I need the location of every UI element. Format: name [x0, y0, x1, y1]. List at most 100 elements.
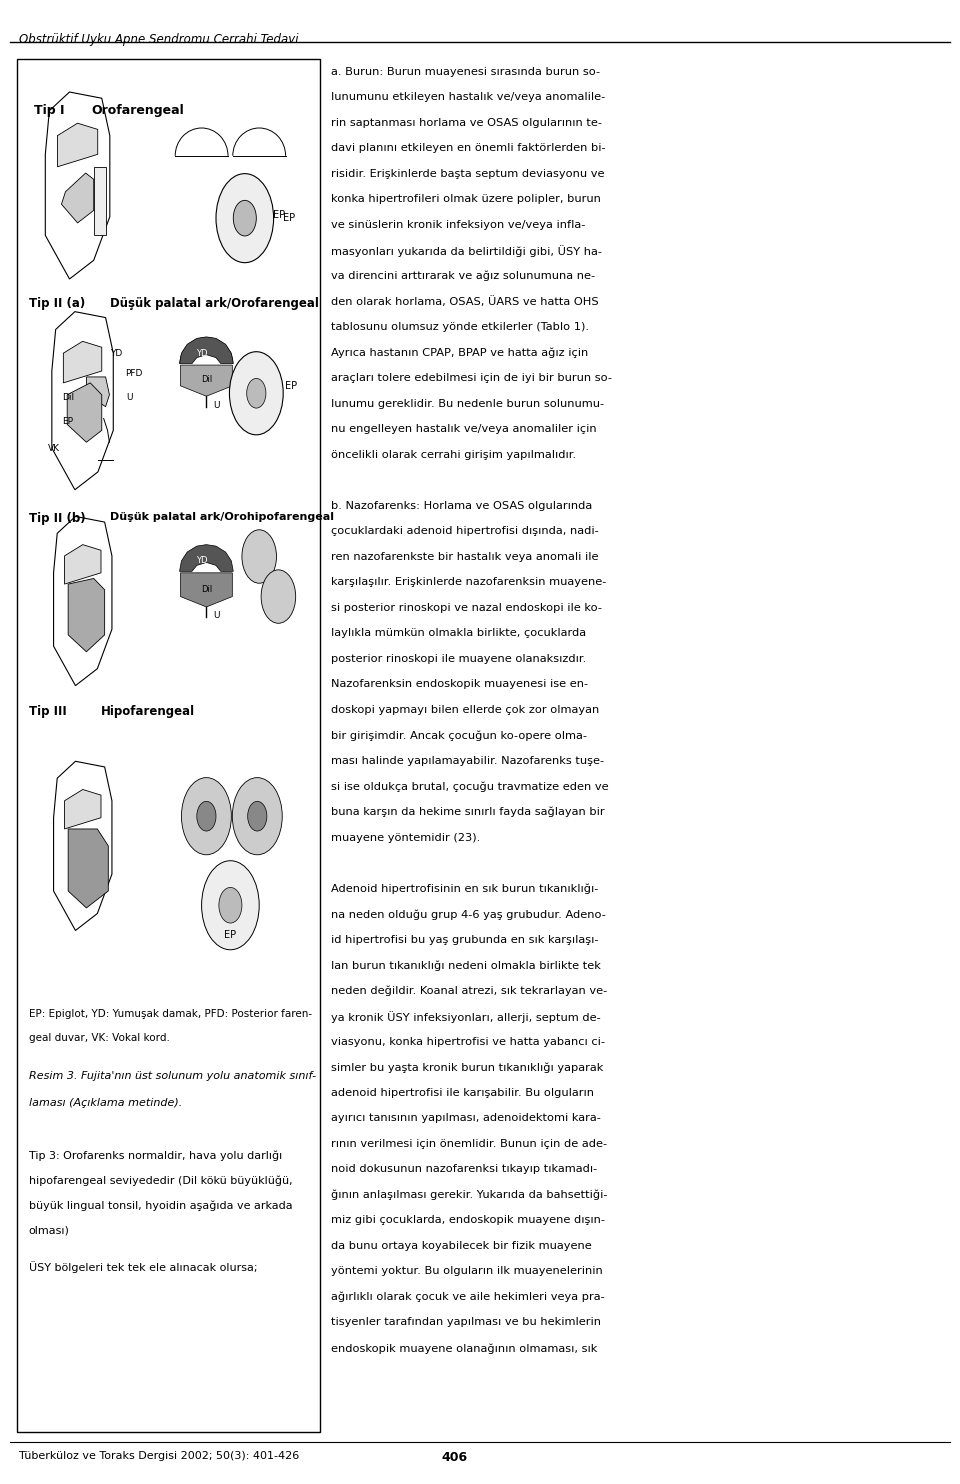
Text: EP: EP: [283, 214, 296, 223]
Circle shape: [197, 801, 216, 831]
Text: olması): olması): [29, 1226, 70, 1236]
Text: EP: EP: [273, 211, 285, 220]
Text: Orofarengeal: Orofarengeal: [91, 104, 184, 117]
Text: Dil: Dil: [62, 393, 75, 402]
Polygon shape: [94, 166, 106, 236]
Text: den olarak horlama, OSAS, ÜARS ve hatta OHS: den olarak horlama, OSAS, ÜARS ve hatta …: [331, 297, 599, 307]
Polygon shape: [180, 545, 233, 571]
Text: viasyonu, konka hipertrofisi ve hatta yabancı ci-: viasyonu, konka hipertrofisi ve hatta ya…: [331, 1037, 605, 1046]
Text: 406: 406: [442, 1451, 468, 1465]
Text: U: U: [213, 611, 220, 620]
Text: Düşük palatal ark/Orohipofarengeal: Düşük palatal ark/Orohipofarengeal: [110, 512, 334, 522]
Text: tisyenler tarafından yapılması ve bu hekimlerin: tisyenler tarafından yapılması ve bu hek…: [331, 1318, 601, 1328]
Polygon shape: [64, 545, 101, 585]
Polygon shape: [67, 383, 102, 442]
Text: EP: Epiglot, YD: Yumuşak damak, PFD: Posterior faren-: EP: Epiglot, YD: Yumuşak damak, PFD: Pos…: [29, 1009, 312, 1020]
Text: Tüberküloz ve Toraks Dergisi 2002; 50(3): 401-426: Tüberküloz ve Toraks Dergisi 2002; 50(3)…: [19, 1451, 300, 1462]
Text: laylıkla mümkün olmakla birlikte, çocuklarda: laylıkla mümkün olmakla birlikte, çocukl…: [331, 628, 587, 638]
Text: ğının anlaşılması gerekir. Yukarıda da bahsettiği-: ğının anlaşılması gerekir. Yukarıda da b…: [331, 1190, 608, 1201]
Text: çocuklardaki adenoid hipertrofisi dışında, nadi-: çocuklardaki adenoid hipertrofisi dışınd…: [331, 527, 599, 536]
Text: ÜSY bölgeleri tek tek ele alınacak olursa;: ÜSY bölgeleri tek tek ele alınacak olurs…: [29, 1261, 257, 1273]
Text: tablosunu olumsuz yönde etkilerler (Tablo 1).: tablosunu olumsuz yönde etkilerler (Tabl…: [331, 322, 589, 332]
Text: va direncini arttırarak ve ağız solunumuna ne-: va direncini arttırarak ve ağız solunumu…: [331, 272, 595, 282]
Text: geal duvar, VK: Vokal kord.: geal duvar, VK: Vokal kord.: [29, 1033, 170, 1043]
Text: a. Burun: Burun muayenesi sırasında burun so-: a. Burun: Burun muayenesi sırasında buru…: [331, 67, 600, 77]
Text: davi planını etkileyen en önemli faktörlerden bi-: davi planını etkileyen en önemli faktörl…: [331, 144, 606, 153]
Polygon shape: [180, 365, 232, 396]
Text: ağırlıklı olarak çocuk ve aile hekimleri veya pra-: ağırlıklı olarak çocuk ve aile hekimleri…: [331, 1293, 605, 1303]
Polygon shape: [63, 341, 102, 383]
Text: Düşük palatal ark/Orofarengeal: Düşük palatal ark/Orofarengeal: [110, 297, 320, 310]
Text: adenoid hipertrofisi ile karışabilir. Bu olguların: adenoid hipertrofisi ile karışabilir. Bu…: [331, 1088, 594, 1098]
Polygon shape: [64, 789, 101, 830]
Text: ya kronik ÜSY infeksiyonları, allerji, septum de-: ya kronik ÜSY infeksiyonları, allerji, s…: [331, 1011, 601, 1022]
Circle shape: [248, 801, 267, 831]
Text: Tip I: Tip I: [34, 104, 64, 117]
Text: nu engelleyen hastalık ve/veya anomaliler için: nu engelleyen hastalık ve/veya anomalile…: [331, 424, 597, 435]
Text: büyük lingual tonsil, hyoidin aşağıda ve arkada: büyük lingual tonsil, hyoidin aşağıda ve…: [29, 1201, 293, 1211]
Text: konka hipertrofileri olmak üzere polipler, burun: konka hipertrofileri olmak üzere poliple…: [331, 194, 601, 205]
Text: simler bu yaşta kronik burun tıkanıklığı yaparak: simler bu yaşta kronik burun tıkanıklığı…: [331, 1063, 604, 1073]
Text: laması (Açıklama metinde).: laması (Açıklama metinde).: [29, 1098, 182, 1109]
Text: da bunu ortaya koyabilecek bir fizik muayene: da bunu ortaya koyabilecek bir fizik mua…: [331, 1241, 592, 1251]
Text: ren nazofarenkste bir hastalık veya anomali ile: ren nazofarenkste bir hastalık veya anom…: [331, 552, 599, 562]
Text: Tip II (b): Tip II (b): [29, 512, 85, 525]
Text: EP: EP: [225, 930, 236, 941]
Polygon shape: [61, 174, 94, 223]
Text: si ise oldukça brutal, çocuğu travmatize eden ve: si ise oldukça brutal, çocuğu travmatize…: [331, 782, 609, 792]
Text: Hipofarengeal: Hipofarengeal: [101, 705, 195, 718]
Polygon shape: [68, 830, 108, 908]
Text: rının verilmesi için önemlidir. Bunun için de ade-: rının verilmesi için önemlidir. Bunun iç…: [331, 1138, 608, 1149]
Text: öncelikli olarak cerrahi girişim yapılmalıdır.: öncelikli olarak cerrahi girişim yapılma…: [331, 450, 576, 460]
Text: miz gibi çocuklarda, endoskopik muayene dışın-: miz gibi çocuklarda, endoskopik muayene …: [331, 1215, 605, 1226]
Text: Obstrüktif Uyku Apne Sendromu Cerrahi Tedavi: Obstrüktif Uyku Apne Sendromu Cerrahi Te…: [19, 33, 299, 46]
Text: rin saptanması horlama ve OSAS olgularının te-: rin saptanması horlama ve OSAS olguların…: [331, 117, 602, 128]
Text: EP: EP: [285, 381, 298, 390]
Polygon shape: [58, 123, 98, 166]
Text: noid dokusunun nazofarenksi tıkayıp tıkamadı-: noid dokusunun nazofarenksi tıkayıp tıka…: [331, 1165, 597, 1174]
Text: Dil: Dil: [201, 585, 212, 594]
Text: ması halinde yapılamayabilir. Nazofarenks tuşe-: ması halinde yapılamayabilir. Nazofarenk…: [331, 755, 605, 766]
Text: Resim 3. Fujita'nın üst solunum yolu anatomik sınıf-: Resim 3. Fujita'nın üst solunum yolu ana…: [29, 1071, 316, 1082]
Text: na neden olduğu grup 4-6 yaş grubudur. Adeno-: na neden olduğu grup 4-6 yaş grubudur. A…: [331, 910, 606, 920]
Text: buna karşın da hekime sınırlı fayda sağlayan bir: buna karşın da hekime sınırlı fayda sağl…: [331, 807, 605, 818]
Text: bir girişimdir. Ancak çocuğun ko-opere olma-: bir girişimdir. Ancak çocuğun ko-opere o…: [331, 730, 588, 741]
Text: lunumunu etkileyen hastalık ve/veya anomalile-: lunumunu etkileyen hastalık ve/veya anom…: [331, 92, 606, 102]
Circle shape: [181, 778, 231, 855]
Text: YD: YD: [196, 349, 207, 358]
Text: Adenoid hipertrofisinin en sık burun tıkanıklığı-: Adenoid hipertrofisinin en sık burun tık…: [331, 883, 599, 893]
Text: Tip III: Tip III: [29, 705, 66, 718]
Text: YD: YD: [110, 349, 123, 358]
Polygon shape: [180, 337, 233, 364]
Text: b. Nazofarenks: Horlama ve OSAS olgularında: b. Nazofarenks: Horlama ve OSAS olguları…: [331, 500, 592, 510]
Circle shape: [233, 200, 256, 236]
Text: muayene yöntemidir (23).: muayene yöntemidir (23).: [331, 833, 480, 843]
Polygon shape: [180, 573, 232, 607]
Text: Tip II (a): Tip II (a): [29, 297, 85, 310]
Text: U: U: [126, 393, 132, 402]
Text: Dil: Dil: [201, 375, 212, 384]
Circle shape: [232, 778, 282, 855]
Text: risidir. Erişkinlerde başta septum deviasyonu ve: risidir. Erişkinlerde başta septum devia…: [331, 169, 605, 180]
Text: neden değildir. Koanal atrezi, sık tekrarlayan ve-: neden değildir. Koanal atrezi, sık tekra…: [331, 985, 608, 996]
Circle shape: [219, 887, 242, 923]
Text: YD: YD: [196, 556, 207, 565]
Text: PFD: PFD: [125, 370, 142, 378]
Text: endoskopik muayene olanağının olmaması, sık: endoskopik muayene olanağının olmaması, …: [331, 1343, 597, 1353]
Text: ayırıcı tanısının yapılması, adenoidektomi kara-: ayırıcı tanısının yapılması, adenoidekto…: [331, 1113, 601, 1123]
Text: posterior rinoskopi ile muayene olanaksızdır.: posterior rinoskopi ile muayene olanaksı…: [331, 654, 587, 663]
Circle shape: [247, 378, 266, 408]
Text: Tip 3: Orofarenks normaldir, hava yolu darlığı: Tip 3: Orofarenks normaldir, hava yolu d…: [29, 1150, 282, 1160]
FancyBboxPatch shape: [17, 59, 320, 1432]
Text: EP: EP: [62, 417, 73, 426]
Text: si posterior rinoskopi ve nazal endoskopi ile ko-: si posterior rinoskopi ve nazal endoskop…: [331, 603, 602, 613]
Text: Nazofarenksin endoskopik muayenesi ise en-: Nazofarenksin endoskopik muayenesi ise e…: [331, 680, 588, 690]
Text: karşılaşılır. Erişkinlerde nazofarenksin muayene-: karşılaşılır. Erişkinlerde nazofarenksin…: [331, 577, 607, 588]
Text: ve sinüslerin kronik infeksiyon ve/veya infla-: ve sinüslerin kronik infeksiyon ve/veya …: [331, 220, 586, 230]
Circle shape: [261, 570, 296, 623]
Circle shape: [229, 352, 283, 435]
Text: hipofarengeal seviyededir (Dil kökü büyüklüğü,: hipofarengeal seviyededir (Dil kökü büyü…: [29, 1175, 293, 1186]
Polygon shape: [86, 377, 109, 407]
Circle shape: [242, 530, 276, 583]
Text: id hipertrofisi bu yaş grubunda en sık karşılaşı-: id hipertrofisi bu yaş grubunda en sık k…: [331, 935, 599, 945]
